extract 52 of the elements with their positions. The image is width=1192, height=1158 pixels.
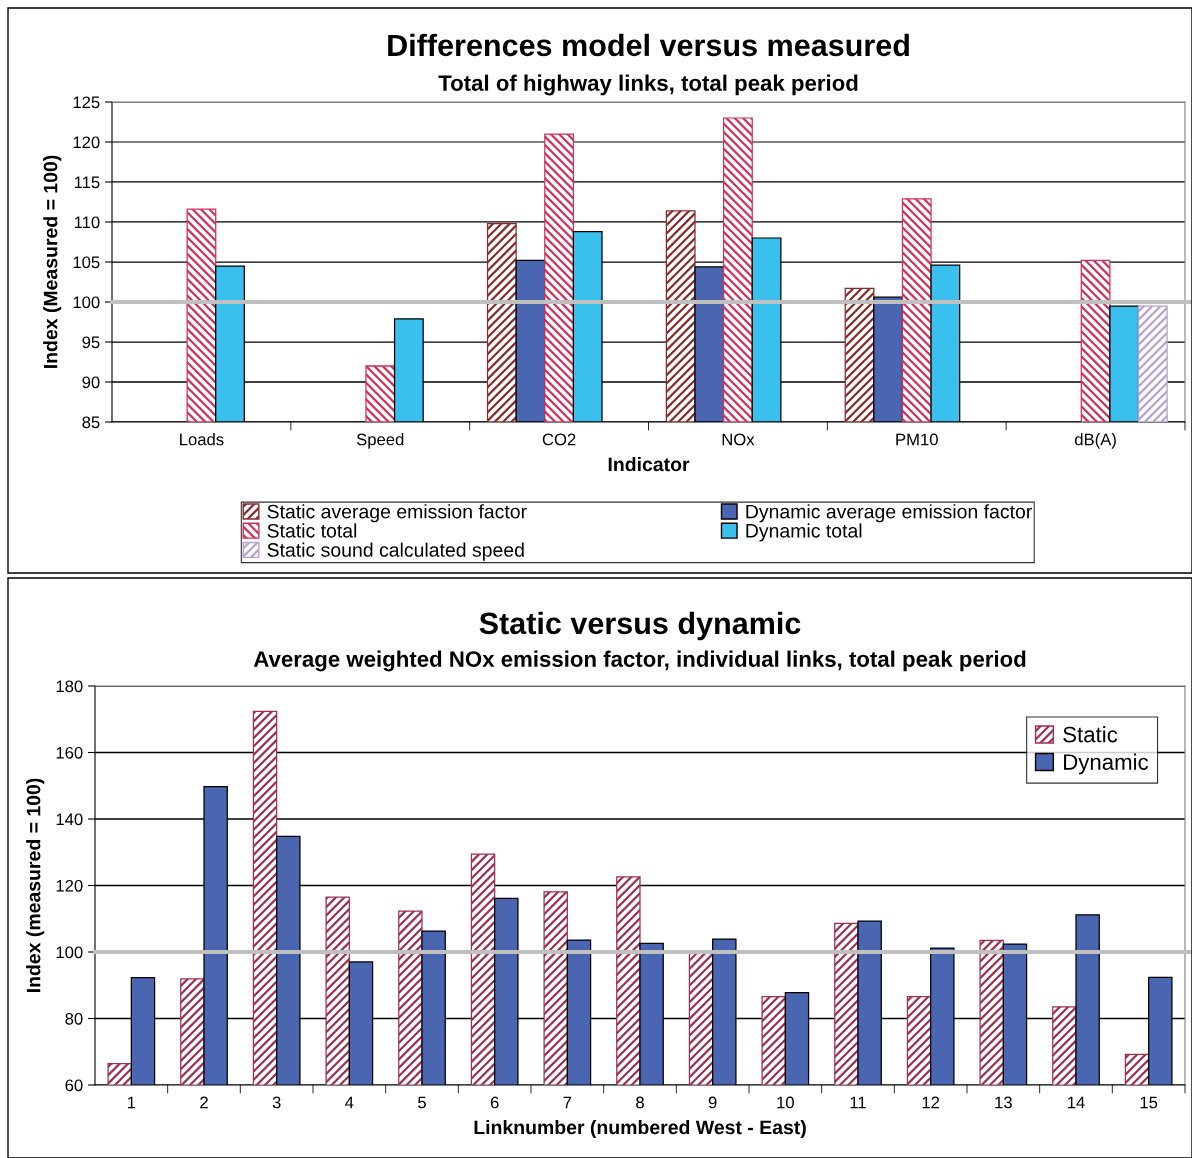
x-tick-label: 13: [995, 1096, 1012, 1109]
x-tick-label: 4: [345, 1096, 354, 1109]
x-tick-label: dB(A): [1074, 433, 1116, 449]
legend-label: Dynamic average emission factor: [746, 504, 1032, 523]
legend-label: Static total: [267, 523, 357, 538]
y-tick-label: 110: [74, 216, 100, 229]
y-tick-label: 105: [73, 256, 100, 269]
y-tick-label: 60: [65, 1079, 83, 1092]
x-tick-label: 8: [636, 1096, 644, 1109]
y-tick-label: 80: [65, 1012, 83, 1025]
y-tick-label: 120: [73, 136, 100, 149]
y-tick-label: 115: [74, 176, 100, 189]
y-tick-label: 120: [56, 879, 83, 892]
x-tick-label: 1: [127, 1096, 136, 1109]
x-tick-label: 15: [1140, 1096, 1158, 1109]
x-tick-label: PM10: [896, 433, 938, 446]
y-tick-label: 140: [56, 813, 83, 826]
legend-label: Static average emission factor: [267, 504, 527, 523]
y-tick-label: 125: [73, 96, 100, 109]
chart-title: Static versus dynamic: [479, 611, 801, 641]
x-axis-title: Linknumber (numbered West - East): [474, 1119, 806, 1139]
x-tick-label: CO2: [542, 433, 576, 446]
x-tick-label: 3: [272, 1096, 281, 1109]
x-tick-label: 2: [200, 1096, 208, 1109]
chart-title: Differences model versus measured: [388, 33, 909, 57]
y-tick-label: 180: [56, 680, 83, 693]
y-axis-title: Index (Measured = 100): [43, 155, 62, 368]
y-tick-label: 160: [56, 746, 83, 759]
y-tick-label: 95: [82, 336, 100, 349]
chart-subtitle: Average weighted NOx emission factor, individual links, total peak period: [253, 650, 1026, 672]
legend-label: Dynamic: [1064, 753, 1149, 775]
chart-subtitle: Total of highway links, total peak period: [438, 74, 858, 96]
x-tick-label: 9: [708, 1096, 717, 1109]
legend-label: Static sound calculated speed: [267, 542, 524, 561]
x-axis-title: Indicator: [608, 456, 690, 472]
x-tick-label: 10: [777, 1096, 794, 1109]
legend-label: Static: [1063, 726, 1118, 743]
legend-label: Dynamic total: [746, 523, 862, 542]
x-tick-label: 6: [490, 1096, 499, 1109]
y-tick-label: 100: [73, 296, 100, 309]
y-tick-label: 100: [56, 946, 83, 959]
y-tick-label: 90: [82, 376, 100, 389]
x-tick-label: 14: [1068, 1096, 1085, 1109]
x-tick-label: 12: [922, 1096, 940, 1109]
x-tick-label: Speed: [356, 433, 404, 449]
x-tick-label: 5: [418, 1096, 426, 1109]
y-tick-label: 85: [82, 416, 100, 429]
x-tick-label: NOx: [722, 433, 755, 446]
x-tick-label: 7: [563, 1096, 572, 1109]
x-tick-label: 11: [850, 1096, 866, 1109]
x-tick-label: Loads: [180, 433, 224, 446]
y-axis-title: Index (measured = 100): [26, 778, 45, 992]
